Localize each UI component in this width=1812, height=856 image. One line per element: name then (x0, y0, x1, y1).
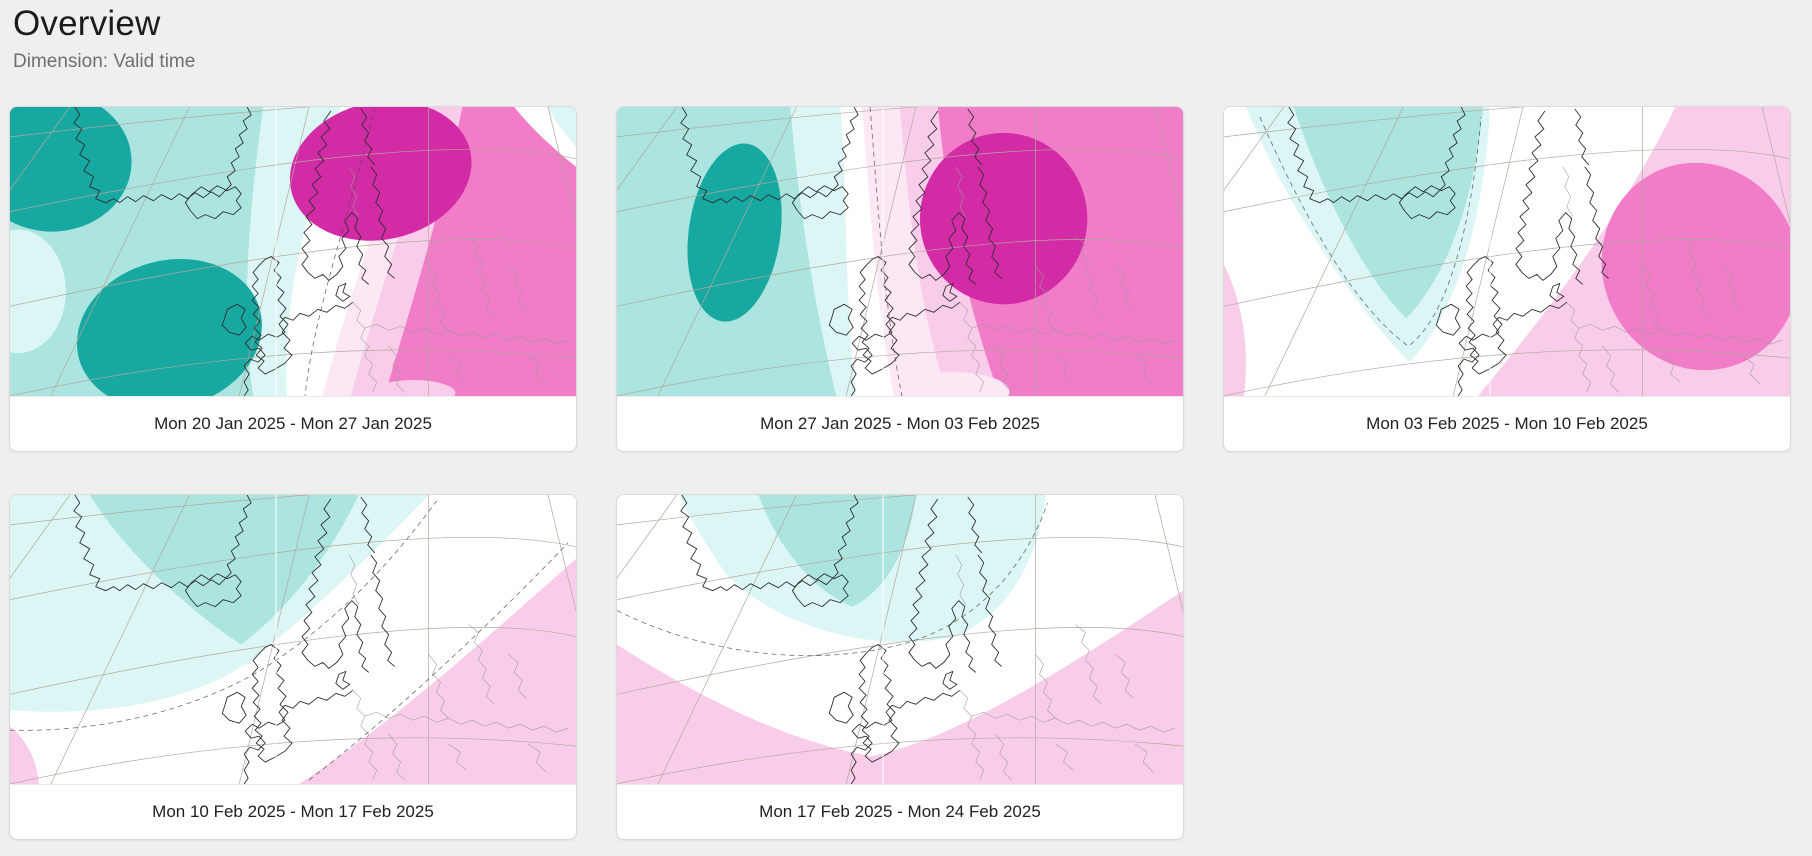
map-thumbnail (10, 495, 576, 786)
map-thumbnail (617, 107, 1183, 398)
map-thumbnail (1224, 107, 1790, 398)
map-thumbnail (617, 495, 1183, 786)
map-card[interactable]: Mon 03 Feb 2025 - Mon 10 Feb 2025 (1223, 106, 1791, 453)
map-card[interactable]: Mon 17 Feb 2025 - Mon 24 Feb 2025 (616, 494, 1184, 841)
dimension-label: Dimension: Valid time (13, 51, 196, 73)
map-card[interactable]: Mon 27 Jan 2025 - Mon 03 Feb 2025 (616, 106, 1184, 453)
maps-grid: Mon 20 Jan 2025 - Mon 27 Jan 2025 Mon 27… (9, 106, 1791, 841)
map-caption: Mon 20 Jan 2025 - Mon 27 Jan 2025 (154, 414, 432, 434)
map-card[interactable]: Mon 10 Feb 2025 - Mon 17 Feb 2025 (9, 494, 577, 841)
anomaly-map-week1 (10, 107, 576, 397)
map-caption: Mon 10 Feb 2025 - Mon 17 Feb 2025 (152, 802, 434, 822)
anomaly-map-week5 (617, 495, 1183, 785)
anomaly-map-week2 (617, 107, 1183, 397)
map-caption: Mon 17 Feb 2025 - Mon 24 Feb 2025 (759, 802, 1041, 822)
page-header: Overview Dimension: Valid time (0, 0, 1812, 73)
map-card[interactable]: Mon 20 Jan 2025 - Mon 27 Jan 2025 (9, 106, 577, 453)
page-title: Overview (13, 4, 161, 43)
map-thumbnail (10, 107, 576, 398)
anomaly-map-week4 (10, 495, 576, 785)
anomaly-map-week3 (1224, 107, 1790, 397)
map-caption: Mon 03 Feb 2025 - Mon 10 Feb 2025 (1366, 414, 1648, 434)
map-caption: Mon 27 Jan 2025 - Mon 03 Feb 2025 (760, 414, 1040, 434)
